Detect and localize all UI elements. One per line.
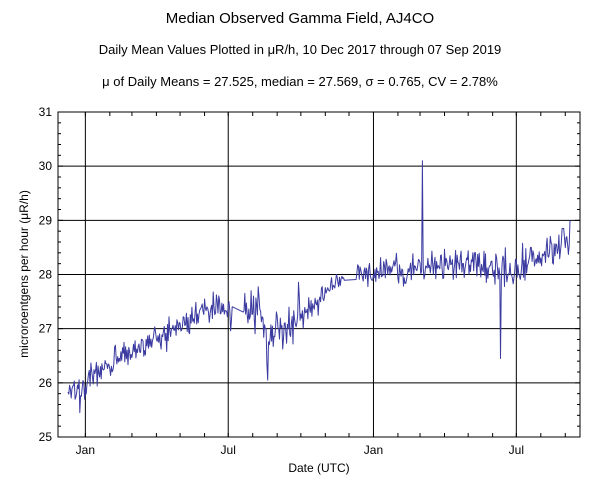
x-tick-label: Jul [221, 443, 236, 457]
y-tick-label: 25 [39, 430, 53, 444]
chart-stats-line: μ of Daily Means = 27.525, median = 27.5… [102, 74, 498, 89]
y-tick-label: 30 [39, 159, 53, 173]
grid-lines [58, 112, 580, 437]
y-tick-label: 31 [39, 105, 53, 119]
y-tick-label: 27 [39, 322, 53, 336]
series-group [67, 160, 571, 414]
x-axis-label: Date (UTC) [288, 461, 349, 475]
y-tick-label: 26 [39, 376, 53, 390]
y-axis-label: microroentgens per hour (μR/h) [17, 190, 31, 358]
y-tick-label: 28 [39, 268, 53, 282]
x-tick-label: Jan [76, 443, 95, 457]
series-line-daily-mean [67, 160, 571, 414]
x-tick-labels: Jan Jul Jan Jul [76, 443, 524, 457]
chart-title: Median Observed Gamma Field, AJ4CO [165, 10, 435, 27]
x-tick-label: Jul [509, 443, 524, 457]
y-tick-labels: 25 26 27 28 29 30 31 [39, 105, 53, 444]
y-tick-label: 29 [39, 213, 53, 227]
x-tick-label: Jan [364, 443, 383, 457]
plot-frame [57, 111, 581, 438]
chart-subtitle: Daily Mean Values Plotted in μR/h, 10 De… [98, 42, 502, 57]
